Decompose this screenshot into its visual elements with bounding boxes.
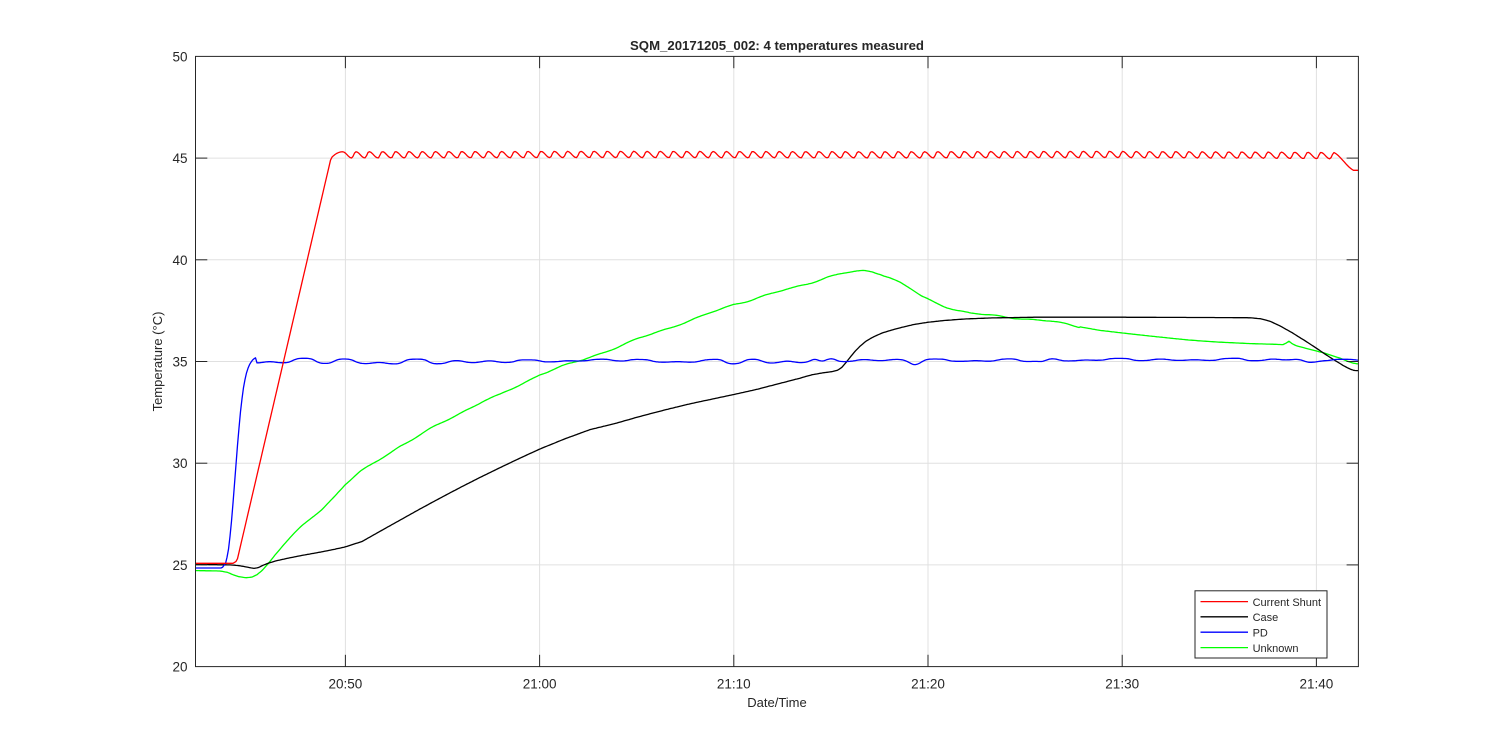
svg-text:SQM_20171205_002: 4 temperatur: SQM_20171205_002: 4 temperatures measure… bbox=[630, 38, 924, 53]
svg-text:Unknown: Unknown bbox=[1253, 643, 1299, 655]
svg-text:Case: Case bbox=[1253, 612, 1279, 624]
svg-text:Current Shunt: Current Shunt bbox=[1253, 597, 1321, 609]
svg-text:Temperature (°C): Temperature (°C) bbox=[150, 312, 165, 412]
svg-text:21:30: 21:30 bbox=[1105, 676, 1139, 691]
svg-text:45: 45 bbox=[172, 151, 187, 166]
svg-text:20: 20 bbox=[172, 660, 187, 675]
svg-text:20:50: 20:50 bbox=[329, 676, 363, 691]
svg-text:50: 50 bbox=[172, 49, 187, 64]
svg-text:PD: PD bbox=[1253, 627, 1268, 639]
svg-text:30: 30 bbox=[172, 456, 187, 471]
svg-text:35: 35 bbox=[172, 355, 187, 370]
svg-text:25: 25 bbox=[172, 558, 187, 573]
svg-text:21:00: 21:00 bbox=[523, 676, 557, 691]
svg-text:21:20: 21:20 bbox=[911, 676, 945, 691]
svg-text:21:40: 21:40 bbox=[1300, 676, 1334, 691]
svg-text:21:10: 21:10 bbox=[717, 676, 751, 691]
svg-text:40: 40 bbox=[172, 253, 187, 268]
svg-text:Date/Time: Date/Time bbox=[747, 695, 806, 710]
